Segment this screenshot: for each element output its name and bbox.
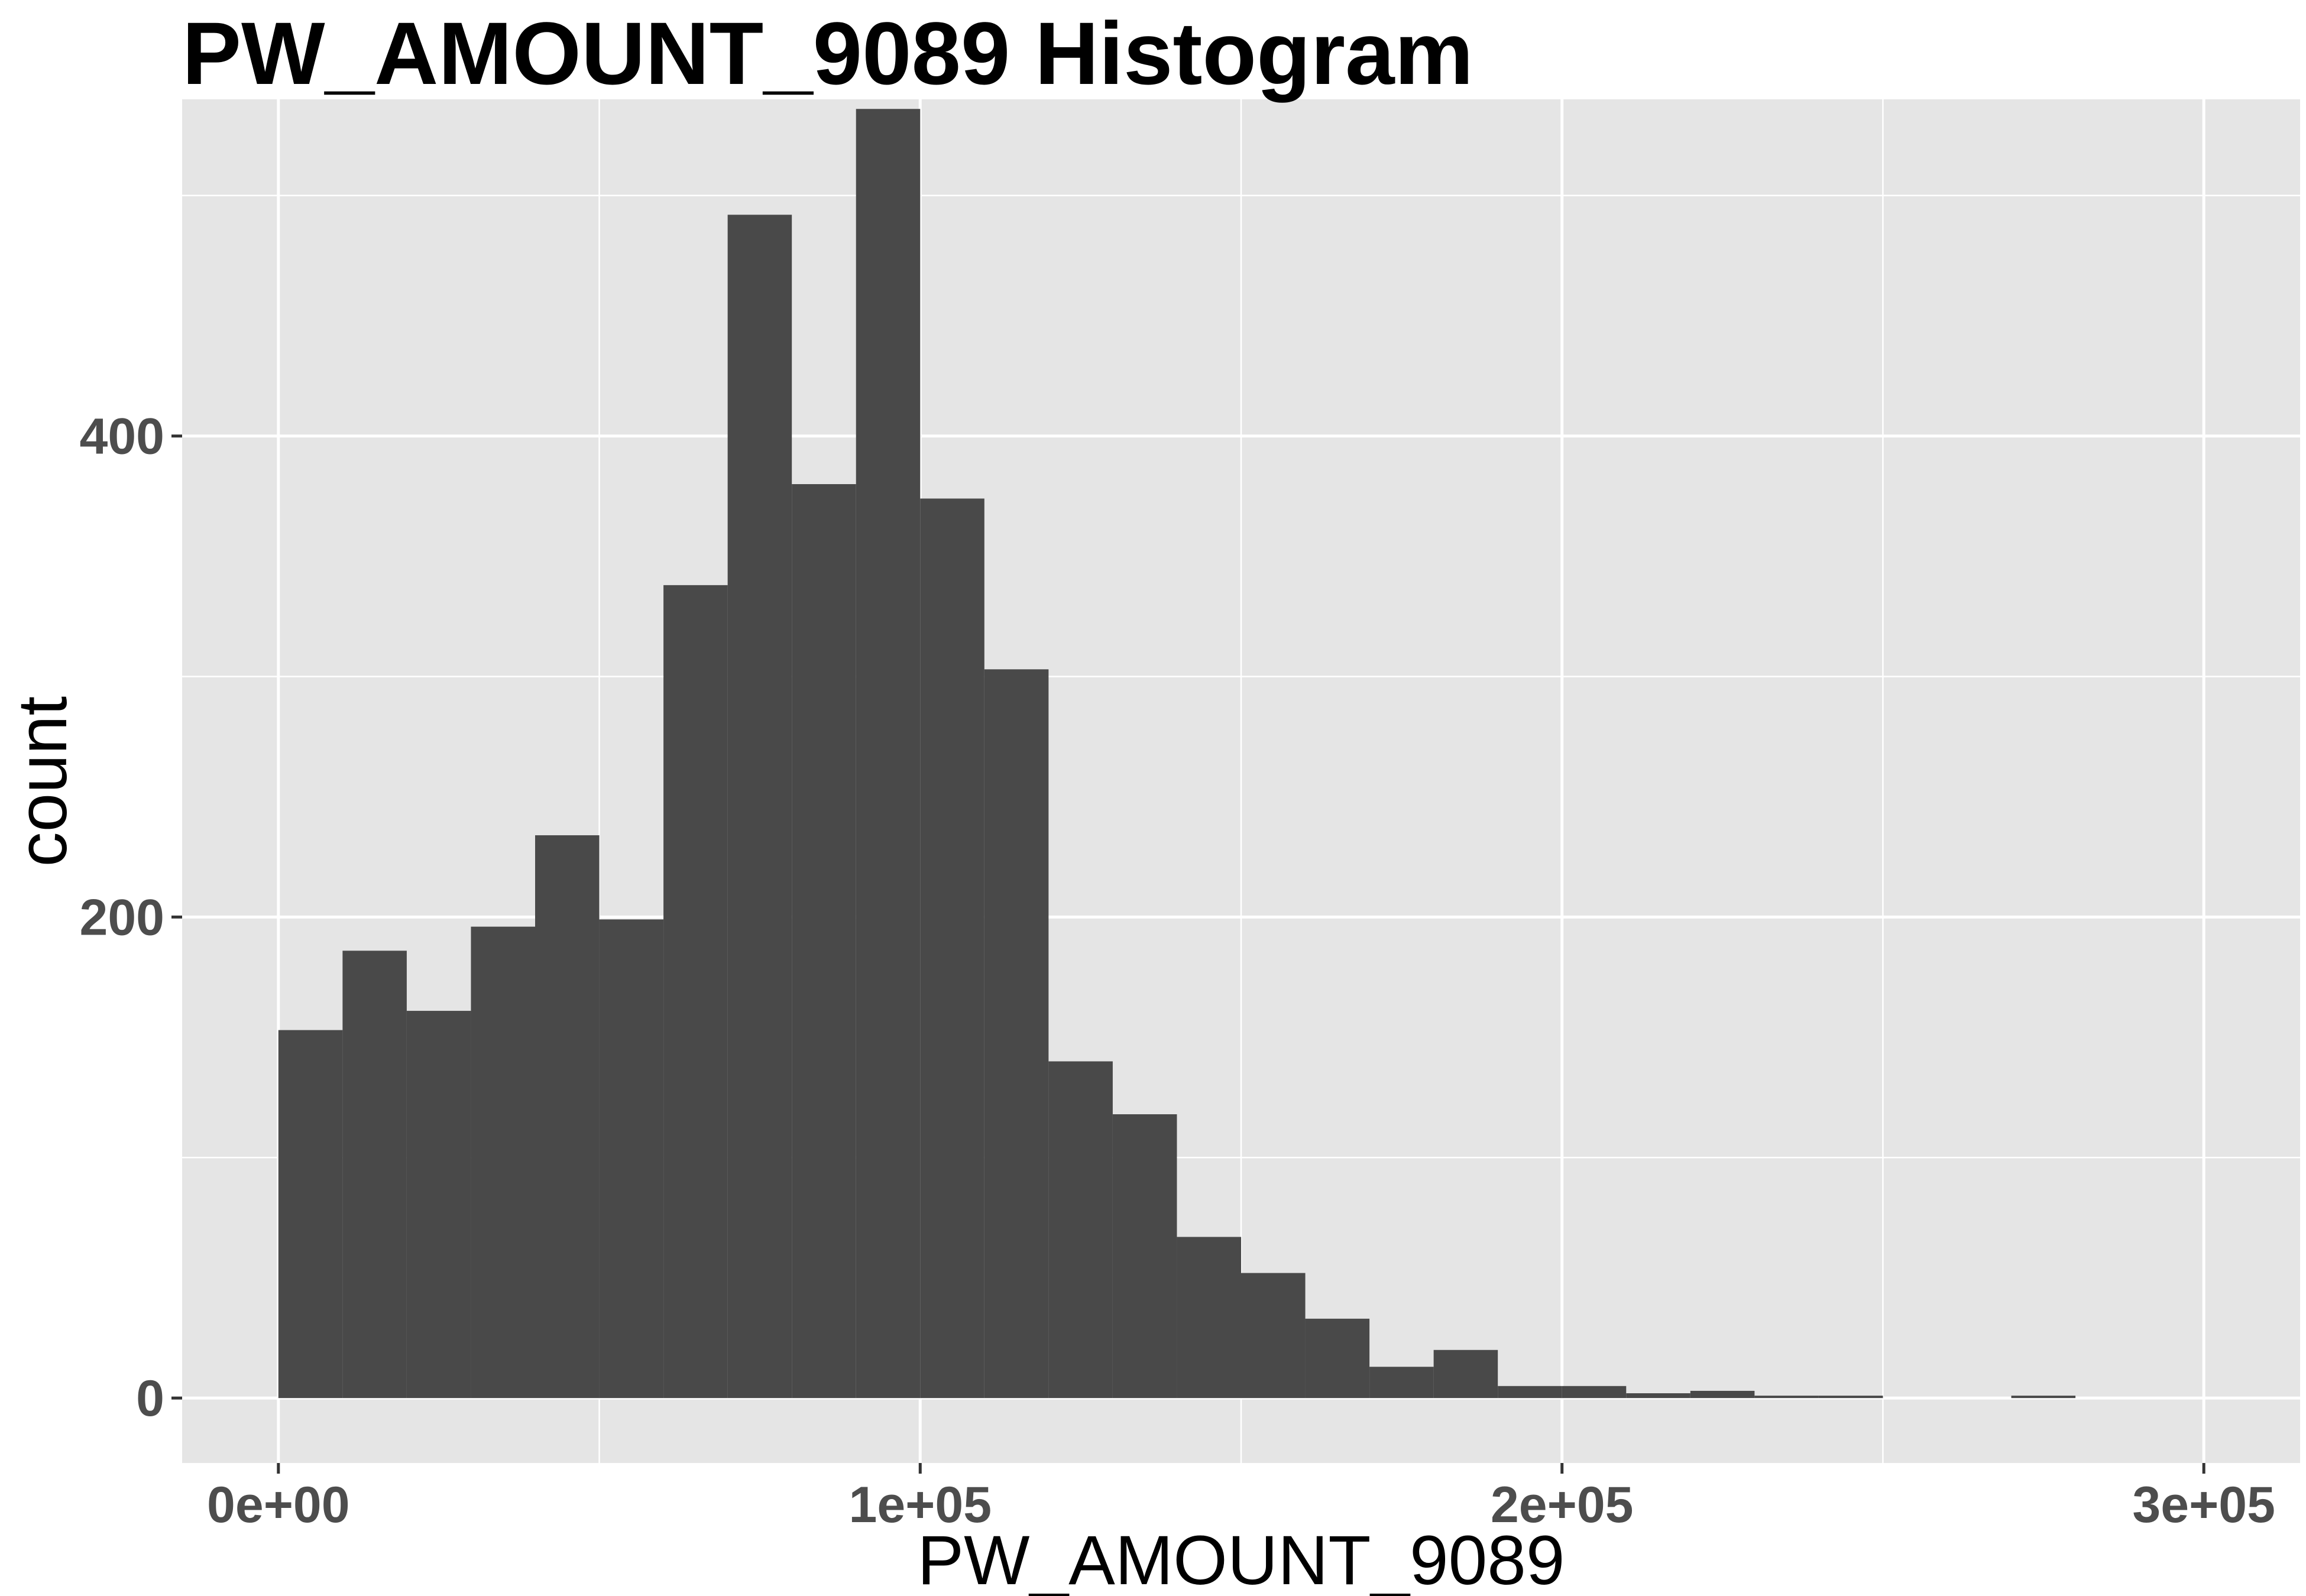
histogram-bar (342, 951, 407, 1399)
x-tick-label: 1e+05 (848, 1477, 992, 1533)
histogram-bar (1305, 1318, 1370, 1399)
histogram-bar (471, 926, 535, 1399)
histogram-bar (727, 215, 792, 1399)
histogram-bar (1177, 1237, 1241, 1399)
x-axis-ticks: 0e+00 1e+05 2e+05 3e+05 (207, 1463, 2275, 1533)
histogram-bar (1818, 1396, 1883, 1399)
x-tick-label: 2e+05 (1491, 1477, 1634, 1533)
histogram-bar (1369, 1367, 1434, 1399)
y-tick-label: 200 (80, 889, 165, 946)
histogram-bar (663, 585, 728, 1399)
y-axis-ticks: 0 200 400 (80, 408, 182, 1427)
y-axis-title: count (4, 696, 82, 867)
histogram-bar (1498, 1386, 1562, 1399)
histogram-bar (278, 1030, 343, 1399)
histogram-bar (984, 669, 1049, 1399)
histogram-bar (1112, 1114, 1177, 1399)
histogram-bar (1562, 1386, 1627, 1399)
histogram-bar (599, 919, 664, 1399)
histogram-bar (1241, 1273, 1306, 1399)
histogram-bar (792, 484, 856, 1399)
histogram-bar (1433, 1350, 1498, 1399)
histogram-bar (1754, 1396, 1819, 1399)
x-tick-label: 0e+00 (207, 1477, 350, 1533)
histogram-bar (535, 835, 600, 1399)
histogram-bars (278, 109, 2076, 1399)
histogram-bar (1690, 1390, 1755, 1399)
histogram-bar (2011, 1396, 2076, 1399)
y-tick-label: 0 (136, 1370, 164, 1427)
histogram-bar (406, 1011, 471, 1399)
histogram-bar (856, 109, 921, 1399)
histogram-bar (920, 498, 984, 1399)
x-tick-label: 3e+05 (2132, 1477, 2275, 1533)
histogram-bar (1626, 1393, 1690, 1399)
histogram-bar (1048, 1061, 1113, 1399)
chart-title: PW_AMOUNT_9089 Histogram (182, 4, 1473, 103)
x-axis-title: PW_AMOUNT_9089 (917, 1522, 1565, 1596)
y-tick-label: 400 (80, 408, 165, 465)
